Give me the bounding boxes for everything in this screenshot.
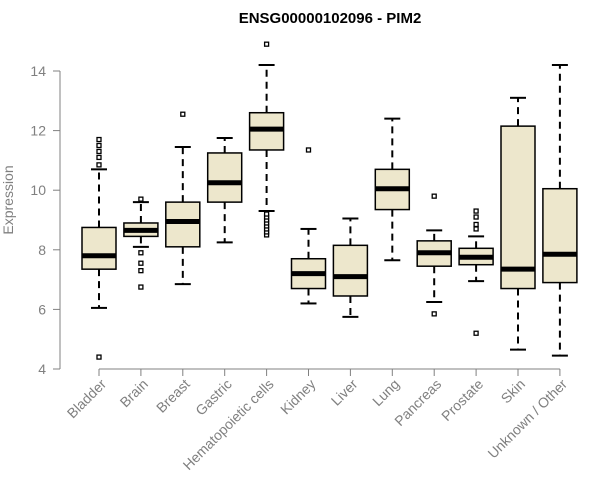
outlier-point [473, 330, 479, 336]
box-gastric [206, 137, 243, 244]
y-tick-label: 4 [38, 361, 46, 377]
outlier-point [473, 214, 479, 220]
box-skin [500, 96, 536, 351]
outlier-point [96, 354, 102, 360]
box-iqr [542, 187, 578, 284]
outlier-point [138, 284, 144, 290]
box-breast [165, 111, 201, 286]
x-tick-label: Pancreas [391, 376, 444, 429]
x-tick-label: Lung [369, 376, 402, 409]
box-hematopoietic-cells [248, 41, 285, 238]
box-iqr [332, 244, 369, 297]
outlier-point [473, 221, 479, 228]
outlier-point [180, 111, 186, 117]
x-tick-label: Kidney [277, 376, 319, 418]
y-axis-label: Expression [0, 165, 16, 234]
boxes-group [81, 41, 578, 360]
x-tick-label: Prostate [438, 376, 486, 424]
box-liver [332, 217, 369, 318]
box-iqr [206, 152, 243, 203]
outlier-point [263, 41, 270, 47]
y-tick-label: 14 [30, 63, 46, 79]
y-tick-label: 8 [38, 242, 46, 258]
outlier-point [263, 211, 270, 217]
outlier-point [138, 268, 144, 274]
outlier-point [96, 162, 102, 168]
outlier-point [138, 196, 144, 202]
box-iqr [500, 125, 536, 290]
outlier-point [138, 260, 144, 266]
box-iqr [81, 226, 117, 270]
y-tick-label: 10 [30, 182, 46, 198]
x-tick-label: Unknown / Other [484, 376, 570, 462]
outlier-point [96, 148, 102, 155]
y-axis: 4 6 8 10 12 14 [30, 63, 61, 377]
box-pancreas [416, 193, 452, 317]
box-bladder [81, 136, 117, 360]
box-lung [374, 117, 411, 262]
x-tick-label: Skin [498, 376, 529, 407]
box-prostate [458, 208, 494, 336]
outlier-point [96, 136, 102, 143]
y-tick-label: 6 [38, 301, 46, 317]
box-unknown-other [542, 64, 578, 357]
box-brain [123, 196, 159, 290]
outlier-point [431, 311, 437, 317]
outlier-point [138, 250, 144, 256]
x-tick-label: Brain [117, 376, 151, 410]
x-tick-label: Liver [328, 376, 361, 409]
outlier-point [96, 154, 102, 161]
outlier-point [431, 193, 437, 199]
y-tick-label: 12 [30, 123, 46, 139]
outlier-point [473, 208, 479, 214]
outlier-point [305, 147, 312, 153]
outlier-point [96, 142, 102, 149]
box-iqr [165, 201, 201, 248]
x-tick-label: Breast [153, 376, 193, 416]
x-tick-label: Bladder [64, 376, 110, 422]
chart-title: ENSG00000102096 - PIM2 [239, 10, 422, 27]
outlier-point [473, 226, 479, 232]
box-kidney [290, 147, 327, 305]
